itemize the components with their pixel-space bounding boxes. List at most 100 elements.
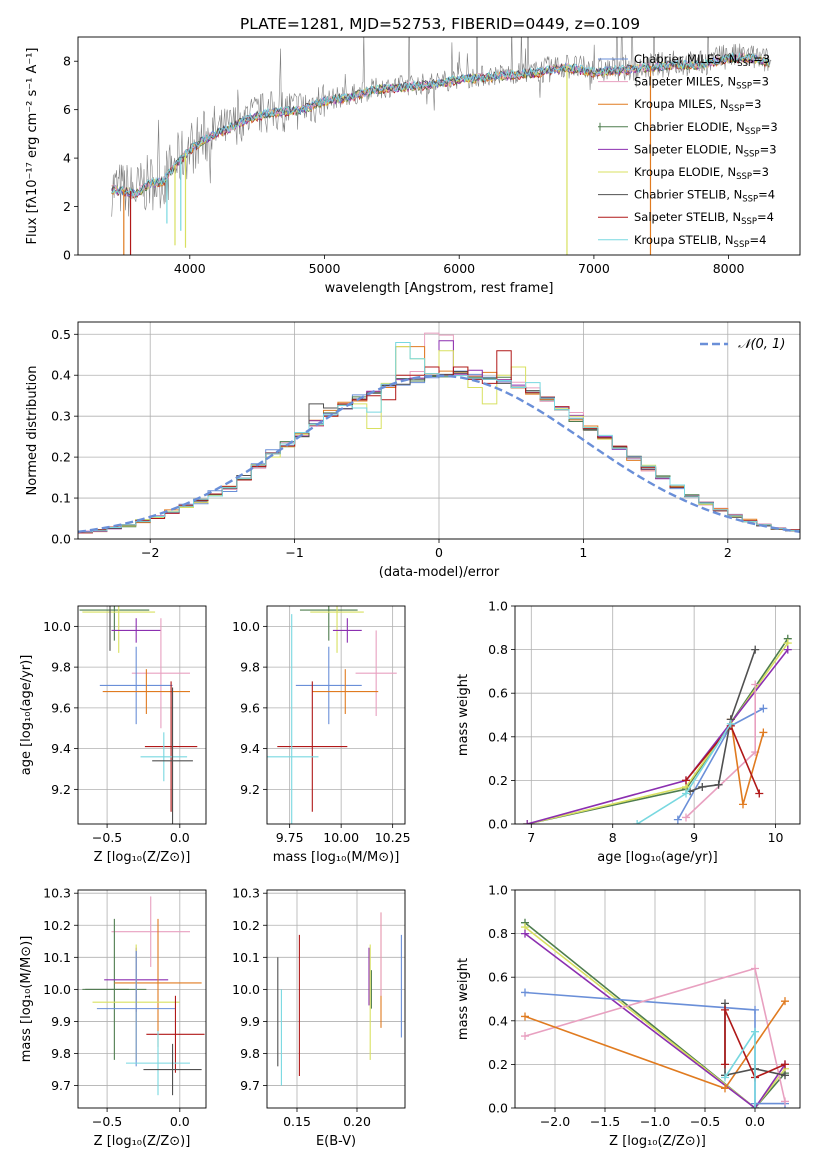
mass-weight-point [751,680,760,689]
y-tick-label: 9.4 [240,741,260,756]
axes-frame [77,889,207,1109]
y-tick-label: 9.6 [51,700,71,715]
y-axis-label: mass [log₁₀(M/M⊙)] [19,936,34,1063]
x-tick-label: −2.0 [540,1114,570,1129]
y-tick-label: 10.3 [43,886,71,901]
y-tick-label: 10.0 [232,982,260,997]
y-axis-label: mass weight [456,674,471,756]
x-tick-label: 0.0 [170,1114,190,1129]
y-tick-label: 0.6 [488,970,508,985]
plot-area [267,606,397,824]
y-tick-label: 10.1 [43,950,71,965]
mass-weight-point [781,997,789,1006]
legend-label-tail: =3 [761,120,778,134]
legend-label: Salpeter ELODIE, NSSP=3 [634,142,777,159]
x-tick-label: 7000 [578,261,610,276]
mass-weight-point [751,645,760,654]
axes-frame [514,605,801,825]
x-axis-label: age [log₁₀(age/yr)] [597,850,718,865]
x-axis-label: Z [log₁₀(Z/Z⊙)] [609,1134,706,1149]
y-tick-label: 1.0 [488,599,508,614]
y-tick-label: 0.4 [488,1013,508,1028]
y-axis-label: Normed distribution [25,366,40,496]
mass-weight-point [682,813,690,822]
mass-weight-point [682,776,690,785]
x-axis-label: E(B-V) [316,1134,356,1149]
y-tick-label: 0.0 [488,1101,508,1116]
x-tick-label: −2 [141,545,159,560]
x-tick-label: 5000 [309,261,341,276]
figure-title: PLATE=1281, MJD=52753, FIBERID=0449, z=0… [240,15,640,33]
y-tick-label: 0.1 [51,491,71,506]
legend-label-text: Salpeter STELIB, N [634,210,741,224]
panel-spectrum: 4000 5000 6000 7000 8000 0 2 4 6 8 wavelength [Ang… [25,36,801,296]
y-tick-label: 8 [63,54,71,69]
mass-weight-point [682,789,690,798]
legend-label-subscript: SSP [741,217,757,227]
axes-frame [514,889,801,1109]
y-tick-label: 10.0 [232,619,260,634]
legend-label-text: Kroupa STELIB, N [634,233,734,247]
y-tick-label: 9.7 [51,1078,71,1093]
legend-label-tail: =4 [758,188,775,202]
mass-weight-line-salpeter_elodie [524,932,786,1108]
axes-frame [77,605,207,825]
grid-lines [515,889,800,1109]
mass-weight-point [751,1104,759,1108]
y-tick-label: 9.7 [240,1078,260,1093]
y-tick-label: 10.2 [43,918,71,933]
mass-weight-point [673,815,682,824]
y-tick-label: 6 [63,102,71,117]
mass-weight-point [521,1032,529,1041]
y-tick-label: 0.8 [488,926,508,941]
y-tick-label: 1.0 [488,883,508,898]
mass-weight-point [721,1084,729,1093]
y-tick-label: 9.9 [240,1014,260,1029]
legend-label-subscript: SSP [736,172,752,182]
legend-label-subscript: SSP [742,195,758,205]
mass-weight-point [781,1071,789,1080]
x-tick-label: 0.0 [170,830,190,845]
y-tick-label: 0.2 [488,773,508,788]
y-tick-label: 2 [63,199,71,214]
model-spectrum-kroupa_stelib [111,52,770,198]
x-tick-label: 8000 [713,261,745,276]
x-tick-label: −1 [285,545,303,560]
y-tick-label: 0.5 [51,327,71,342]
x-axis-label: Z [log₁₀(Z/Z⊙)] [94,1134,191,1149]
y-tick-label: 9.2 [240,782,260,797]
legend-label-text: Chabrier STELIB, N [634,188,742,202]
legend-label: Kroupa ELODIE, NSSP=3 [634,165,769,182]
y-tick-label: 0.0 [51,532,71,547]
panel-age_vs_Z: −0.5 0.0 9.2 9.4 9.6 9.8 10.0 Z [log₁₀(Z/Z⊙)] ag… [19,605,207,865]
y-tick-label: 0.3 [51,409,71,424]
mass-weight-point [759,728,768,737]
mass-weight-point [739,800,747,809]
axes-frame [77,36,801,256]
x-tick-label: 0.15 [283,1114,311,1129]
legend-label-text: Salpeter ELODIE, N [634,142,744,156]
axes-frame [77,321,801,540]
x-tick-label: 9.75 [276,830,304,845]
y-tick-label: 0.2 [488,1057,508,1072]
legend-label: Chabrier MILES, NSSP=3 [634,52,770,69]
legend-label-subscript: SSP [744,149,760,159]
mass-weight-point [781,1097,789,1106]
legend-label: Chabrier ELODIE, NSSP=3 [634,120,778,137]
legend-label-subscript: SSP [734,240,750,250]
legend-label-subscript: SSP [736,82,752,92]
x-tick-label: −1.0 [640,1114,670,1129]
y-tick-label: 0.2 [51,450,71,465]
legend-label-text: Salpeter MILES, N [634,75,736,89]
x-tick-label: −0.5 [92,830,122,845]
y-tick-label: 0.8 [488,642,508,657]
plot-area [111,37,772,255]
mass-weight-point [759,704,768,713]
model-spectrum-salpeter_elodie [111,53,770,197]
y-tick-label: 9.8 [240,660,260,675]
residual-legend: 𝒩(0, 1) [700,337,785,352]
legend-label-subscript: SSP [745,127,761,137]
legend-label: Salpeter MILES, NSSP=3 [634,75,769,92]
mass-weight-line-chabrier_stelib [689,649,756,793]
mass-weight-point [783,645,792,654]
